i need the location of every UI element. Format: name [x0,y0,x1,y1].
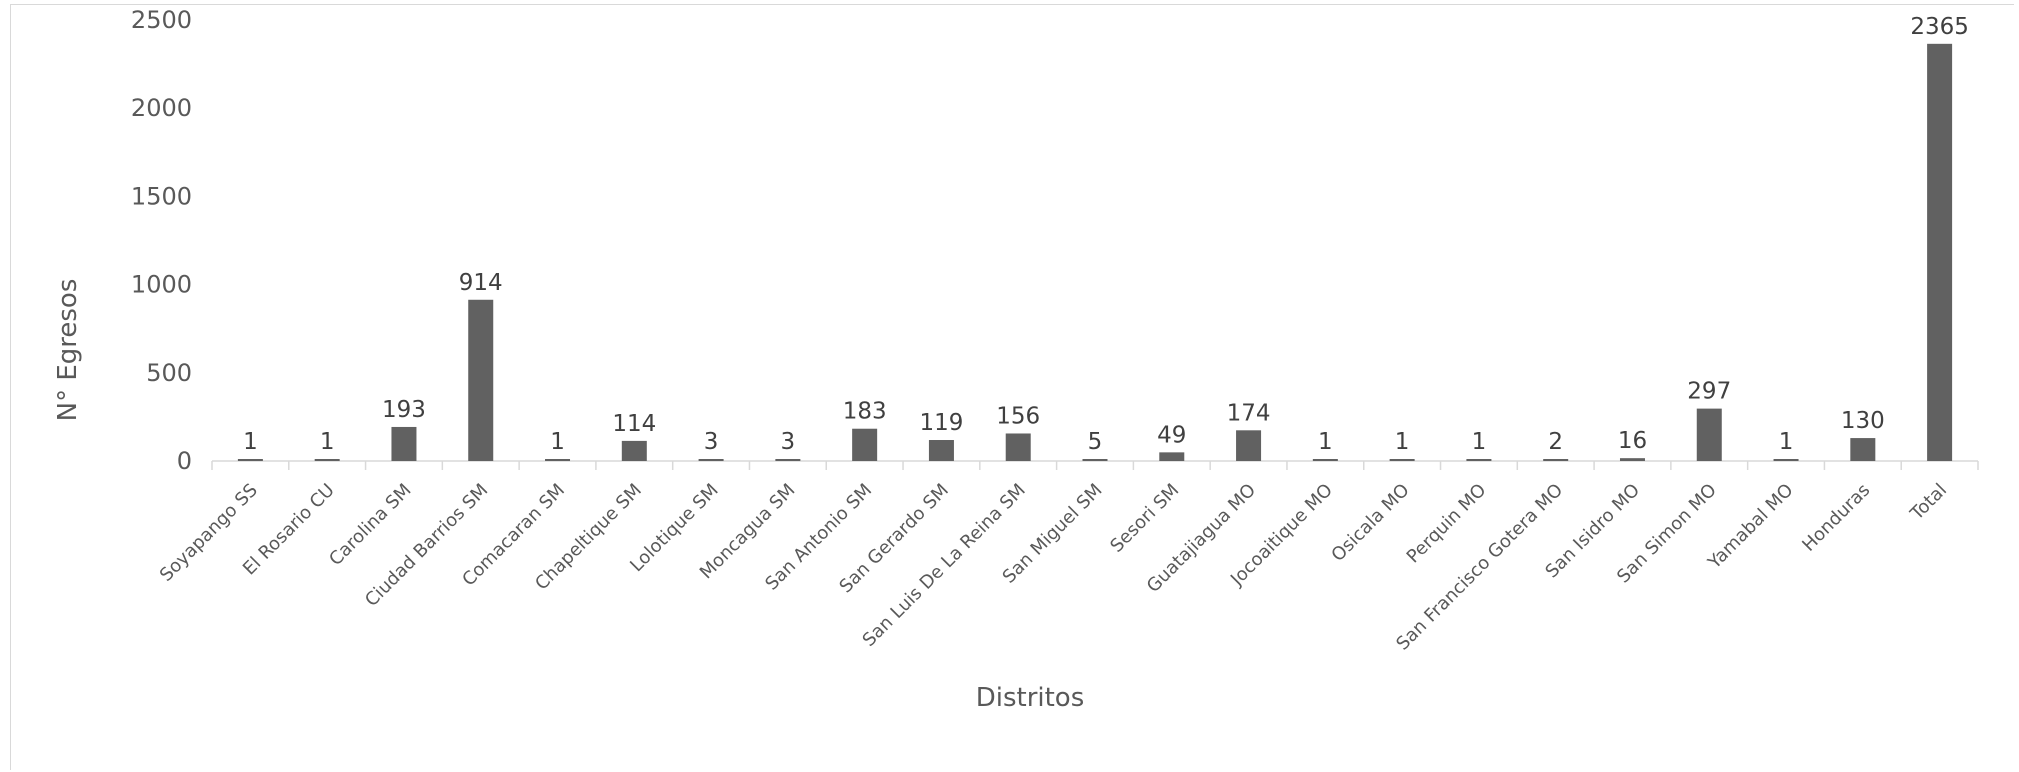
data-label: 2365 [1910,14,1969,40]
bar [1466,459,1492,461]
bar [698,459,724,461]
y-tick-label: 0 [177,447,192,475]
y-tick-label: 2000 [131,94,192,122]
data-label: 297 [1687,379,1731,405]
bar [1159,452,1185,461]
bar [391,426,417,461]
x-tick-label: Honduras [1798,480,1874,556]
data-label: 174 [1227,400,1271,426]
x-axis-tick-marks [211,461,1979,470]
data-label: 193 [382,397,426,423]
bar [1389,459,1415,461]
data-label: 119 [919,410,963,436]
bar [1082,459,1108,461]
y-tick-label: 500 [146,359,192,387]
data-label: 1 [243,429,258,455]
data-label: 183 [843,399,887,425]
bar [1773,459,1799,461]
data-label: 1 [1779,429,1794,455]
x-tick-label: Sesori SM [1106,480,1183,557]
data-label: 130 [1841,408,1885,434]
bar [1312,459,1338,461]
bar [1543,459,1569,461]
bar [621,440,647,461]
bar [545,459,571,461]
x-tick-label: Total [1906,480,1951,525]
bar [852,428,878,461]
data-label: 49 [1157,422,1186,448]
data-label: 1 [1472,429,1487,455]
y-axis-title: N° Egresos [53,279,83,422]
bar [1236,430,1262,461]
bar [1005,433,1031,461]
bar [1850,438,1876,461]
chart-frame [10,4,2014,770]
data-label: 1 [320,429,335,455]
data-label: 114 [612,411,656,437]
x-tick-label: San Luis De La Reina SM [859,480,1030,651]
data-label: 16 [1618,428,1647,454]
data-label: 1 [550,429,565,455]
data-label: 5 [1088,429,1103,455]
bar [775,459,801,461]
y-tick-label: 2500 [131,6,192,34]
bar [314,459,340,461]
data-label: 3 [781,429,796,455]
y-tick-label: 1500 [131,182,192,210]
bar [928,440,954,461]
y-axis-ticks: 0 500 1000 1500 2000 2500 [131,6,192,475]
bar [1696,408,1722,461]
data-label: 1 [1395,429,1410,455]
bar [468,299,494,461]
data-label: 914 [459,270,503,296]
bar [1927,43,1953,462]
x-axis-title: Distritos [976,683,1085,713]
bars [237,43,1953,462]
data-label: 156 [996,403,1040,429]
data-label: 3 [704,429,719,455]
data-label: 2 [1548,429,1563,455]
y-tick-label: 1000 [131,271,192,299]
data-labels: 1 1 193 914 1 114 3 3 183 119 156 5 49 174 1 1 1 2 16 297 1 1… [243,14,1969,455]
x-tick-label: Osicala MO [1327,480,1413,566]
data-label: 1 [1318,429,1333,455]
bar [237,459,263,461]
bar [1619,458,1645,461]
